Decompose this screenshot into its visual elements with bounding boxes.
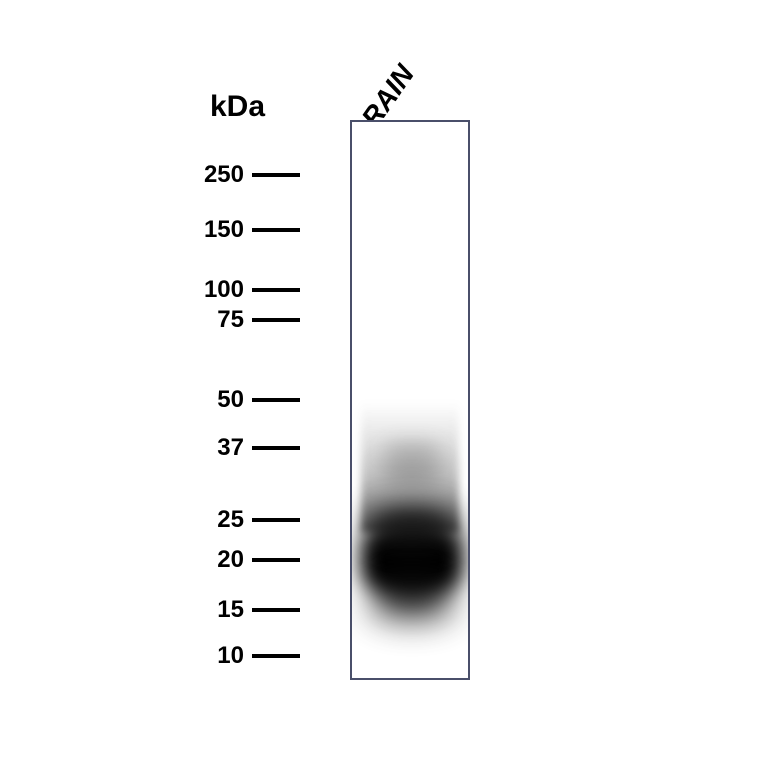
marker-label: 150	[204, 216, 244, 244]
marker-tick	[252, 318, 300, 322]
marker-tick	[252, 518, 300, 522]
marker-tick	[252, 228, 300, 232]
blot-band	[365, 504, 459, 544]
marker-label: 10	[217, 642, 244, 670]
marker-tick	[252, 608, 300, 612]
marker-label: 37	[217, 434, 244, 462]
marker-tick	[252, 654, 300, 658]
marker-label: 15	[217, 596, 244, 624]
blot-lane	[350, 120, 470, 680]
marker-tick	[252, 558, 300, 562]
marker-label: 100	[204, 276, 244, 304]
marker-label: 20	[217, 546, 244, 574]
marker-label: 25	[217, 506, 244, 534]
marker-tick	[252, 173, 300, 177]
marker-tick	[252, 288, 300, 292]
blot-canvas: kDa BRAIN 25015010075503725201510	[0, 0, 764, 764]
blot-band	[379, 462, 445, 482]
marker-tick	[252, 446, 300, 450]
marker-label: 50	[217, 386, 244, 414]
blot-band	[370, 582, 454, 622]
marker-tick	[252, 398, 300, 402]
blot-band	[382, 443, 442, 457]
marker-label: 75	[217, 306, 244, 334]
marker-label: 250	[204, 161, 244, 189]
unit-label: kDa	[210, 90, 265, 124]
